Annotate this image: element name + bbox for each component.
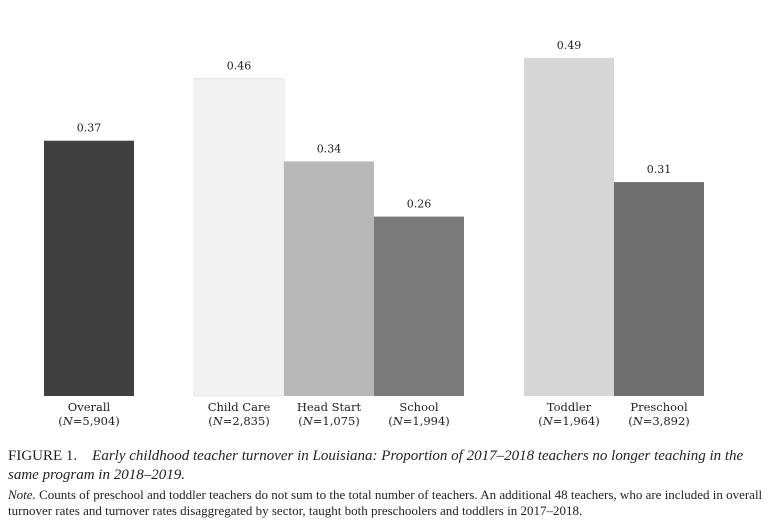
figure-note: Note. Counts of preschool and toddler te… bbox=[8, 487, 763, 519]
category-label-preschool: Preschool bbox=[630, 400, 688, 414]
category-label-school: School bbox=[399, 400, 439, 414]
bar-chart: 0.37 Overall(N=5,904) 0.46 Child Care(N=2,8… bbox=[44, 39, 704, 428]
n-label-overall: (N=5,904) bbox=[58, 414, 120, 428]
n-label-child-care: (N=2,835) bbox=[208, 414, 270, 428]
figure-title: Early childhood teacher turnover in Loui… bbox=[8, 448, 744, 483]
value-label-toddler: 0.49 bbox=[557, 39, 582, 52]
note-text: Counts of preschool and toddler teachers… bbox=[8, 487, 763, 518]
n-label-preschool: (N=3,892) bbox=[628, 414, 690, 428]
value-label-overall: 0.37 bbox=[77, 122, 102, 135]
bar-overall bbox=[44, 140, 134, 396]
category-label-child-care: Child Care bbox=[208, 400, 271, 414]
category-label-head-start: Head Start bbox=[297, 400, 362, 414]
bar-head-start bbox=[284, 161, 374, 396]
figure-caption: FIGURE 1. Early childhood teacher turnov… bbox=[8, 447, 763, 519]
category-label-toddler: Toddler bbox=[547, 400, 592, 414]
bar-school bbox=[374, 216, 464, 396]
value-label-preschool: 0.31 bbox=[647, 163, 672, 176]
bar-toddler bbox=[524, 57, 614, 397]
value-label-head-start: 0.34 bbox=[317, 142, 342, 155]
category-label-overall: Overall bbox=[68, 400, 111, 414]
value-label-school: 0.26 bbox=[407, 198, 432, 211]
figure-label: FIGURE 1. bbox=[8, 448, 78, 464]
bar-preschool bbox=[614, 182, 704, 396]
n-label-school: (N=1,994) bbox=[388, 414, 450, 428]
bar-child-care bbox=[193, 78, 285, 397]
n-label-head-start: (N=1,075) bbox=[298, 414, 360, 428]
figure-title-line: FIGURE 1. Early childhood teacher turnov… bbox=[8, 447, 763, 485]
note-label: Note. bbox=[8, 487, 36, 502]
n-label-toddler: (N=1,964) bbox=[538, 414, 600, 428]
value-label-child-care: 0.46 bbox=[227, 60, 252, 73]
